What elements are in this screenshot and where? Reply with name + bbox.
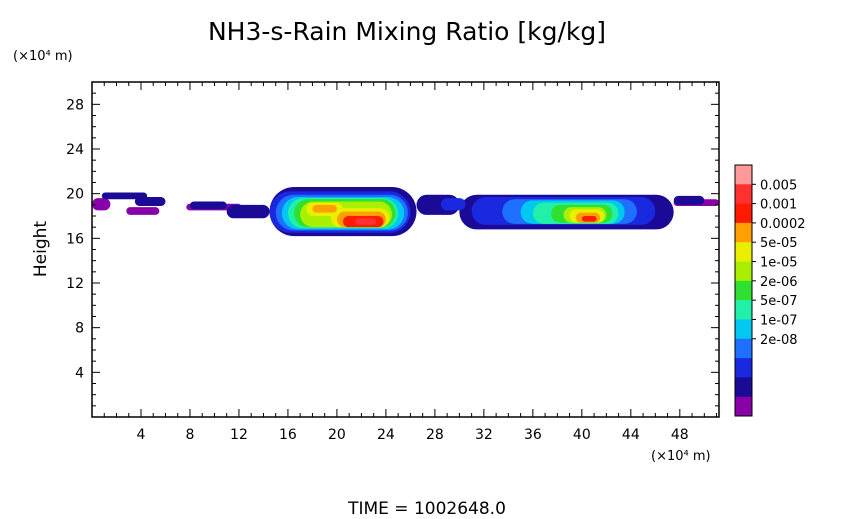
x-tick-label: 16 — [279, 427, 297, 443]
x-tick-label: 36 — [524, 427, 542, 443]
field-level-1-blob-3 — [226, 204, 270, 219]
legend-swatch — [735, 261, 752, 282]
field-level-10-blob-1 — [581, 216, 597, 222]
legend-label: 5e-05 — [760, 236, 798, 251]
y-unit-label: (×10⁴ m) — [13, 49, 73, 64]
x-tick-label: 28 — [426, 427, 444, 443]
x-ticks: 4 8 12 16 20 24 28 32 36 40 44 48 — [91, 82, 718, 443]
y-tick-label: 12 — [66, 276, 84, 292]
y-axis-label: Height — [31, 221, 51, 278]
legend-label: 1e-05 — [760, 256, 798, 271]
legend-swatch — [735, 242, 752, 262]
x-tick-label: 32 — [475, 427, 493, 443]
legend-label: 0.005 — [760, 178, 797, 193]
legend-swatch — [735, 377, 752, 397]
legend-swatch — [735, 338, 752, 359]
legend-label: 0.0002 — [760, 217, 806, 232]
x-tick-label: 20 — [328, 427, 346, 443]
color-legend: 0.005 0.001 0.0002 5e-05 1e-05 2e-06 5e-07 1e-0… — [734, 164, 806, 417]
legend-label: 2e-08 — [760, 333, 798, 348]
legend-swatch — [735, 319, 752, 340]
legend-label: 0.001 — [760, 198, 797, 213]
chart-title: NH3-s-Rain Mixing Ratio [kg/kg] — [208, 17, 606, 46]
field-level-1-blob-0 — [101, 192, 148, 200]
x-tick-label: 8 — [186, 427, 195, 443]
legend-label: 5e-07 — [760, 294, 798, 309]
legend-swatch — [735, 300, 752, 320]
legend-frame — [734, 164, 753, 417]
field-level-2-blob-1 — [441, 198, 466, 211]
y-tick-label: 16 — [66, 231, 84, 247]
legend-label: 2e-06 — [760, 275, 798, 290]
field-level-11-blob-0 — [355, 218, 377, 225]
legend-swatch — [735, 280, 752, 301]
mixing-ratio-field — [92, 186, 719, 237]
y-tick-label: 28 — [66, 97, 84, 113]
x-tick-label: 44 — [622, 427, 640, 443]
x-tick-label: 24 — [377, 427, 395, 443]
field-level-1-blob-1 — [134, 197, 166, 206]
legend-swatch — [735, 184, 752, 204]
x-tick-label: 40 — [573, 427, 591, 443]
field-level-0-blob-1 — [126, 207, 160, 215]
legend-label: 1e-07 — [760, 313, 798, 328]
field-level-0-blob-0 — [92, 198, 111, 211]
field-level-1-blob-2 — [189, 201, 227, 210]
y-tick-label: 4 — [75, 365, 84, 381]
x-tick-label: 12 — [230, 427, 248, 443]
y-tick-label: 24 — [66, 142, 84, 158]
y-tick-label: 20 — [66, 187, 84, 203]
legend-swatch — [735, 165, 752, 185]
legend-swatch — [735, 203, 752, 224]
legend-swatch — [735, 396, 752, 417]
field-level-9-blob-0 — [312, 204, 337, 213]
time-label: TIME = 1002648.0 — [347, 499, 506, 519]
x-unit-label: (×10⁴ m) — [651, 449, 711, 464]
x-tick-label: 48 — [671, 427, 689, 443]
field-level-1-blob-7 — [673, 195, 705, 205]
x-tick-label: 4 — [137, 427, 146, 443]
y-tick-label: 8 — [75, 321, 84, 337]
legend-swatch — [735, 358, 752, 378]
legend-swatch — [735, 222, 752, 243]
y-ticks: 4 8 12 16 20 24 28 — [66, 81, 719, 418]
